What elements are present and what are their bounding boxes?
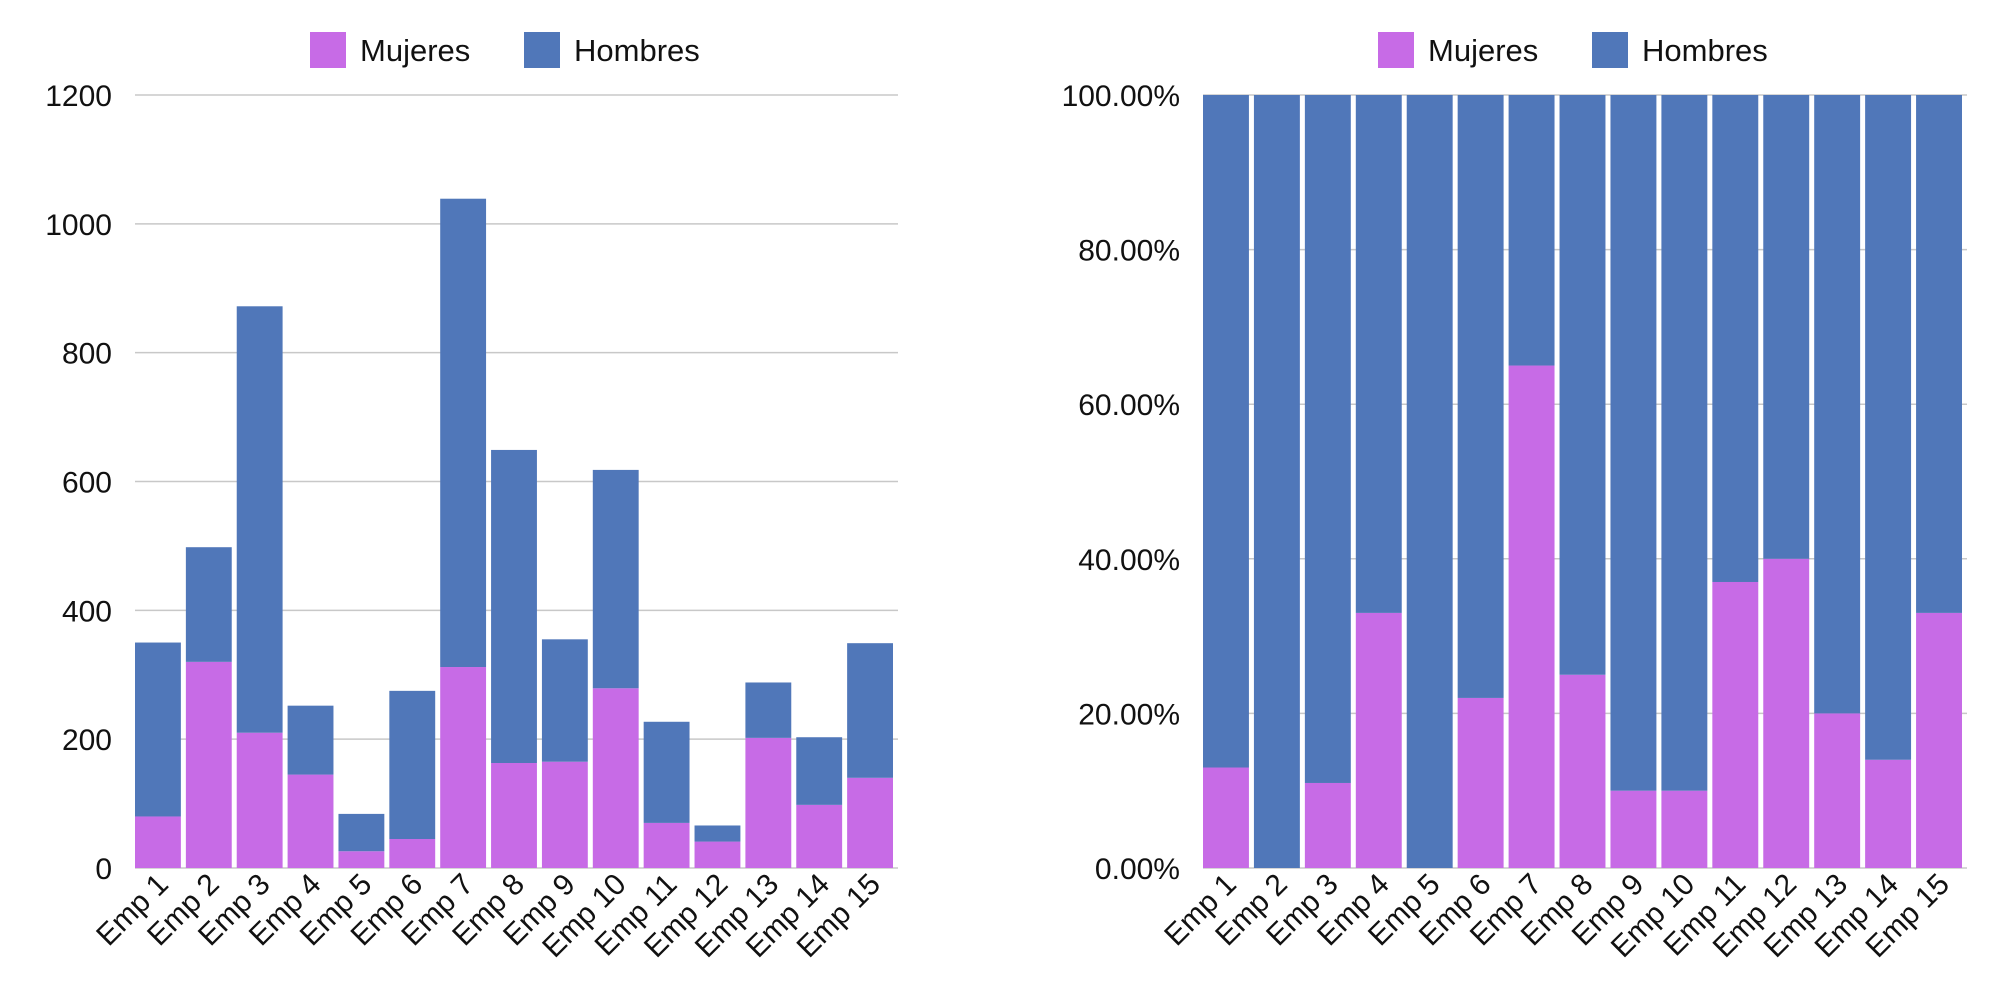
bar-hombres-emp-1 xyxy=(1203,95,1249,768)
legend-swatch-mujeres xyxy=(1378,32,1414,68)
bar-hombres-emp-14 xyxy=(1865,95,1912,760)
bar-hombres-emp-10 xyxy=(1661,95,1708,791)
bar-mujeres-emp-6 xyxy=(1457,697,1504,868)
bar-hombres-emp-4 xyxy=(1355,95,1402,613)
legend-swatch-mujeres xyxy=(310,32,346,68)
bar-mujeres-emp-6 xyxy=(389,839,436,868)
bar-mujeres-emp-7 xyxy=(1508,365,1555,868)
legend-swatch-hombres xyxy=(524,32,560,68)
bar-mujeres-emp-15 xyxy=(847,777,893,868)
bar-mujeres-emp-10 xyxy=(592,688,639,868)
bar-mujeres-emp-3 xyxy=(236,732,283,868)
bar-hombres-emp-2 xyxy=(1253,95,1300,868)
y-tick-label: 40.00% xyxy=(1078,544,1180,577)
y-tick-label: 400 xyxy=(62,595,112,628)
bar-hombres-emp-8 xyxy=(491,449,537,764)
y-tick-label: 0.00% xyxy=(1095,853,1180,886)
y-tick-label: 1200 xyxy=(45,80,112,113)
bar-mujeres-emp-8 xyxy=(491,763,537,868)
bar-hombres-emp-15 xyxy=(1916,95,1962,613)
y-tick-label: 20.00% xyxy=(1078,698,1180,731)
bar-mujeres-emp-15 xyxy=(1916,612,1962,868)
bar-mujeres-emp-5 xyxy=(338,851,385,868)
bar-mujeres-emp-4 xyxy=(1355,612,1402,868)
bar-mujeres-emp-14 xyxy=(796,804,843,868)
bar-hombres-emp-4 xyxy=(287,705,334,775)
bar-hombres-emp-6 xyxy=(1457,95,1504,698)
bar-mujeres-emp-11 xyxy=(643,822,690,868)
bar-hombres-emp-6 xyxy=(389,690,436,840)
bar-hombres-emp-11 xyxy=(1712,95,1759,582)
legend-label-hombres: Hombres xyxy=(574,33,700,68)
bar-mujeres-emp-1 xyxy=(1203,767,1249,868)
bar-mujeres-emp-9 xyxy=(541,761,588,868)
bar-hombres-emp-15 xyxy=(847,643,893,778)
bar-hombres-emp-9 xyxy=(1610,95,1657,791)
y-tick-label: 80.00% xyxy=(1078,235,1180,268)
bar-hombres-emp-7 xyxy=(440,198,487,668)
bar-mujeres-emp-14 xyxy=(1865,759,1912,868)
bar-hombres-emp-12 xyxy=(694,825,741,842)
legend-label-hombres: Hombres xyxy=(1642,33,1768,68)
bar-mujeres-emp-3 xyxy=(1304,782,1351,868)
bar-hombres-emp-3 xyxy=(1304,95,1351,783)
legend-label-mujeres: Mujeres xyxy=(1428,33,1538,68)
bar-hombres-emp-11 xyxy=(643,721,690,823)
bar-mujeres-emp-12 xyxy=(1763,558,1810,868)
y-tick-label: 100.00% xyxy=(1062,80,1180,113)
bar-hombres-emp-5 xyxy=(1406,95,1453,868)
y-tick-label: 0 xyxy=(95,853,112,886)
bar-hombres-emp-5 xyxy=(338,813,385,852)
bar-hombres-emp-14 xyxy=(796,737,843,805)
bar-hombres-emp-13 xyxy=(1814,95,1861,714)
bar-hombres-emp-2 xyxy=(185,547,232,662)
legend-swatch-hombres xyxy=(1592,32,1628,68)
bar-hombres-emp-10 xyxy=(592,469,639,689)
bar-mujeres-emp-8 xyxy=(1559,674,1606,868)
legend-label-mujeres: Mujeres xyxy=(360,33,470,68)
y-tick-label: 1000 xyxy=(45,209,112,242)
bar-mujeres-emp-2 xyxy=(185,661,232,868)
bar-mujeres-emp-13 xyxy=(1814,713,1861,868)
y-tick-label: 600 xyxy=(62,467,112,500)
bar-hombres-emp-9 xyxy=(541,639,588,762)
bar-mujeres-emp-12 xyxy=(694,841,741,868)
bar-hombres-emp-13 xyxy=(745,682,792,738)
bar-mujeres-emp-7 xyxy=(440,667,487,868)
bar-mujeres-emp-4 xyxy=(287,774,334,868)
bar-mujeres-emp-9 xyxy=(1610,790,1657,868)
y-tick-label: 200 xyxy=(62,724,112,757)
y-tick-label: 60.00% xyxy=(1078,389,1180,422)
bar-hombres-emp-3 xyxy=(236,306,283,733)
chart-percentage: 0.00%20.00%40.00%60.00%80.00%100.00%Emp … xyxy=(1062,32,1967,964)
y-tick-label: 800 xyxy=(62,338,112,371)
bar-hombres-emp-7 xyxy=(1508,95,1555,366)
bar-mujeres-emp-1 xyxy=(135,816,181,868)
bar-hombres-emp-8 xyxy=(1559,95,1606,675)
bar-hombres-emp-1 xyxy=(135,642,181,817)
bar-mujeres-emp-11 xyxy=(1712,581,1759,868)
bar-mujeres-emp-13 xyxy=(745,737,792,868)
bar-mujeres-emp-10 xyxy=(1661,790,1708,868)
bar-hombres-emp-12 xyxy=(1763,95,1810,559)
